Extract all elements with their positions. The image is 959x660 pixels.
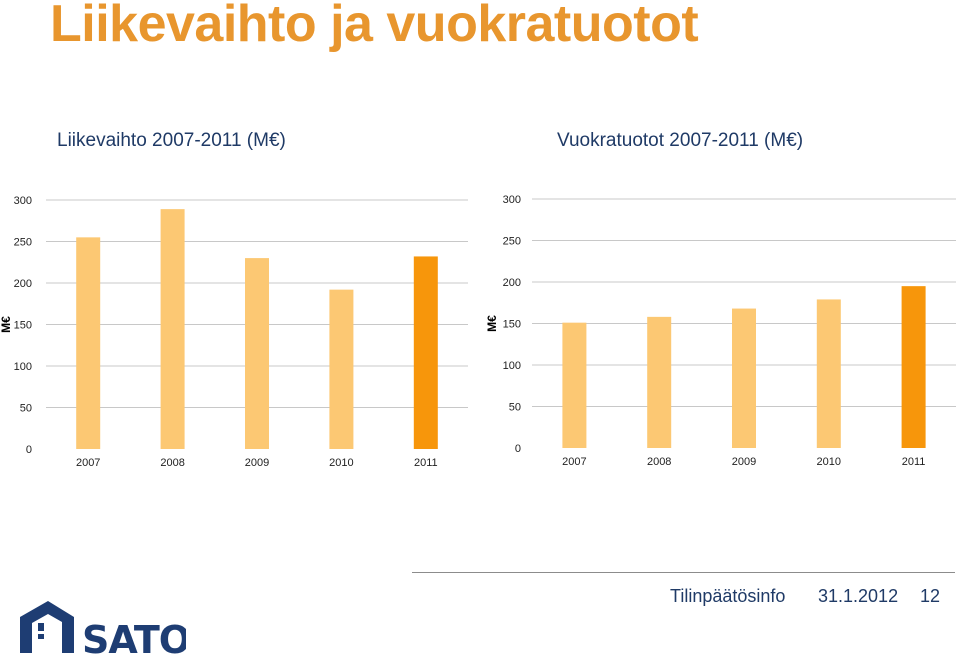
x-tick-label: 2010 [329, 457, 353, 469]
x-tick-label: 2007 [562, 456, 586, 468]
y-axis-label: M€ [485, 315, 499, 332]
x-tick-label: 2010 [817, 456, 841, 468]
rental-income-bar-chart: 0 50 100 150 200 250 300 2007 2008 2009 2010 2011 M€ [485, 194, 956, 468]
y-tick-label: 0 [26, 444, 32, 456]
chart-title-rental-income: Vuokratuotot 2007-2011 (M€) [557, 130, 804, 151]
bar-2011 [413, 256, 438, 449]
bar-2009 [245, 258, 269, 449]
x-tick-label: 2007 [76, 457, 100, 469]
bar-2010 [329, 289, 354, 449]
revenue-bar-chart: 0 50 100 150 200 250 300 2007 2008 2009 2010 2011 M€ [0, 195, 468, 469]
y-tick-label: 300 [14, 195, 32, 207]
x-tick-label: 2008 [160, 457, 184, 469]
logo-text: SATO [82, 618, 186, 657]
x-tick-label: 2011 [414, 457, 438, 469]
y-tick-label: 50 [509, 402, 521, 414]
bar-2007 [76, 237, 101, 449]
y-tick-label: 0 [515, 443, 521, 455]
y-tick-label: 200 [503, 277, 521, 289]
footer-date: 31.1.2012 [818, 586, 899, 606]
x-tick-label: 2009 [245, 457, 269, 469]
bar-2008 [160, 209, 185, 449]
y-axis-label: M€ [0, 316, 13, 333]
y-tick-label: 150 [14, 320, 32, 332]
y-tick-label: 250 [503, 236, 521, 248]
bar-2010 [816, 299, 841, 448]
page-title: Liikevaihto ja vuokratuotot [50, 0, 699, 53]
y-tick-label: 150 [503, 319, 521, 331]
y-tick-label: 300 [503, 194, 521, 206]
y-tick-label: 250 [14, 237, 32, 249]
footer-label: Tilinpäätösinfo [670, 586, 786, 606]
bar-2007 [562, 322, 587, 448]
y-tick-label: 200 [14, 278, 32, 290]
chart-title-revenue: Liikevaihto 2007-2011 (M€) [57, 130, 286, 151]
bar-2009 [732, 308, 756, 448]
x-tick-label: 2011 [902, 456, 926, 468]
x-tick-label: 2009 [732, 456, 756, 468]
x-tick-label: 2008 [647, 456, 671, 468]
sato-logo: SATO [20, 601, 186, 657]
bar-2008 [647, 316, 672, 448]
y-tick-label: 50 [20, 403, 32, 415]
y-tick-label: 100 [503, 360, 521, 372]
y-tick-label: 100 [14, 361, 32, 373]
page-number: 12 [920, 586, 941, 606]
footer-divider [412, 572, 955, 573]
bar-2011 [901, 286, 926, 448]
